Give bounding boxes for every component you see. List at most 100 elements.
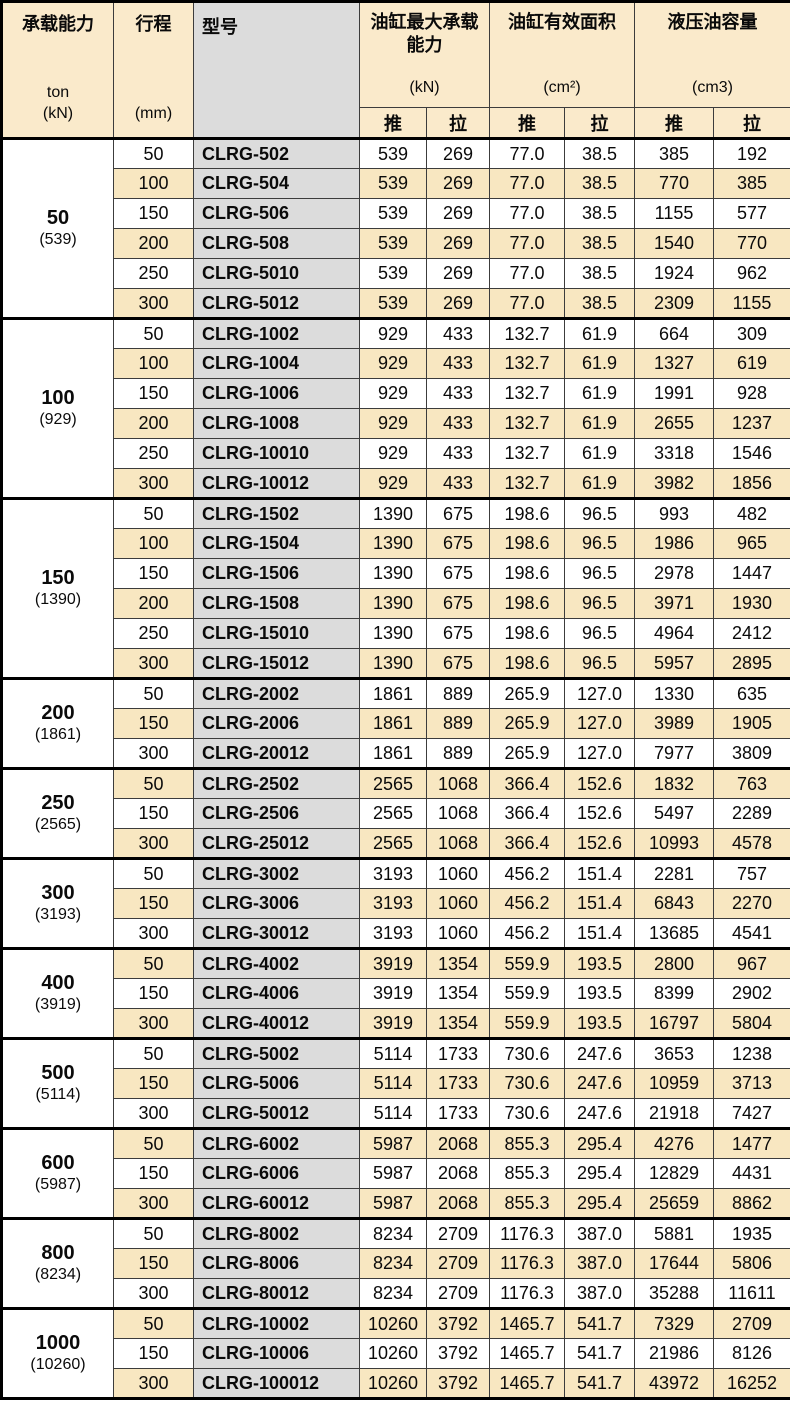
push-area-cell: 855.3 (489, 1188, 565, 1219)
pull-area-cell: 38.5 (564, 168, 635, 199)
pull-oil-cell: 2902 (713, 978, 790, 1009)
pull-area-cell: 96.5 (564, 618, 635, 649)
stroke-cell: 50 (113, 1307, 194, 1339)
stroke-cell: 150 (113, 198, 194, 229)
table-row: 250 CLRG-15010 1390 675 198.6 96.5 4964 2412 (2, 618, 790, 649)
pull-kn-cell: 675 (426, 497, 490, 529)
pull-area-cell: 152.6 (564, 767, 635, 799)
push-kn-cell: 3919 (359, 1008, 427, 1039)
table-row: 150 CLRG-10006 10260 3792 1465.7 541.7 21986 81… (2, 1338, 790, 1369)
pull-oil-cell: 1935 (713, 1217, 790, 1249)
model-cell: CLRG-2002 (193, 677, 360, 709)
stroke-cell: 50 (113, 767, 194, 799)
push-area-cell: 77.0 (489, 168, 565, 199)
model-cell: CLRG-5006 (193, 1068, 360, 1099)
pull-oil-cell: 619 (713, 348, 790, 379)
table-row: 200 CLRG-508 539 269 77.0 38.5 1540 770 (2, 228, 790, 259)
stroke-cell: 200 (113, 588, 194, 619)
model-cell: CLRG-1002 (193, 317, 360, 349)
pull-area-cell: 61.9 (564, 317, 635, 349)
model-cell: CLRG-4002 (193, 947, 360, 979)
pull-oil-cell: 192 (713, 137, 790, 169)
push-kn-cell: 929 (359, 408, 427, 439)
model-cell: CLRG-8006 (193, 1248, 360, 1279)
push-oil-cell: 993 (634, 497, 714, 529)
table-row: 600 (5987) 50 CLRG-6002 5987 2068 855.3 295.4 42… (1, 1127, 790, 1219)
capacity-cell: 150 (1390) (1, 497, 114, 679)
pull-area-cell: 151.4 (564, 918, 635, 949)
push-kn-cell: 539 (359, 288, 427, 319)
table-row: 300 CLRG-40012 3919 1354 559.9 193.5 16797 5804 (2, 1008, 790, 1039)
pull-oil-cell: 635 (713, 677, 790, 709)
pull-oil-cell: 8862 (713, 1188, 790, 1219)
pull-oil-cell: 1447 (713, 558, 790, 589)
push-oil-cell: 1155 (634, 198, 714, 229)
push-area-cell: 456.2 (489, 918, 565, 949)
push-oil-cell: 1991 (634, 378, 714, 409)
pull-oil-cell: 763 (713, 767, 790, 799)
push-kn-cell: 539 (359, 168, 427, 199)
push-area-cell: 198.6 (489, 588, 565, 619)
stroke-cell: 150 (113, 1158, 194, 1189)
model-cell: CLRG-2006 (193, 708, 360, 739)
pull-kn-cell: 3792 (426, 1368, 490, 1399)
model-cell: CLRG-1006 (193, 378, 360, 409)
push-oil-cell: 5957 (634, 648, 714, 679)
table-row: 100 CLRG-1004 929 433 132.7 61.9 1327 619 (2, 348, 790, 379)
header-group-max-load: 油缸最大承载能力 (kN) (359, 1, 490, 108)
push-area-cell: 366.4 (489, 767, 565, 799)
model-cell: CLRG-1502 (193, 497, 360, 529)
max-load-title: 油缸最大承载能力 (370, 12, 479, 55)
push-oil-cell: 1327 (634, 348, 714, 379)
table-row: 150 CLRG-2006 1861 889 265.9 127.0 3989 1905 (2, 708, 790, 739)
pull-kn-cell: 1068 (426, 828, 490, 859)
pull-oil-cell: 2895 (713, 648, 790, 679)
pull-area-cell: 61.9 (564, 468, 635, 499)
push-area-cell: 132.7 (489, 468, 565, 499)
pull-kn-cell: 433 (426, 317, 490, 349)
pull-kn-cell: 889 (426, 738, 490, 769)
push-area-cell: 132.7 (489, 438, 565, 469)
pull-oil-cell: 1237 (713, 408, 790, 439)
stroke-cell: 300 (113, 1188, 194, 1219)
capacity-ton-value: 200 (41, 702, 75, 725)
capacity-cell: 250 (2565) (1, 767, 114, 859)
capacity-ton-value: 400 (41, 972, 75, 995)
pull-kn-cell: 1060 (426, 857, 490, 889)
push-kn-cell: 2565 (359, 798, 427, 829)
push-area-cell: 265.9 (489, 708, 565, 739)
capacity-kn-value: (5114) (35, 1086, 81, 1104)
push-area-cell: 1465.7 (489, 1338, 565, 1369)
push-oil-cell: 3982 (634, 468, 714, 499)
stroke-cell: 50 (113, 1127, 194, 1159)
push-oil-cell: 2978 (634, 558, 714, 589)
push-kn-cell: 8234 (359, 1248, 427, 1279)
push-kn-cell: 929 (359, 438, 427, 469)
pull-kn-cell: 1060 (426, 918, 490, 949)
pull-header-oil: 拉 (713, 107, 790, 139)
stroke-cell: 200 (113, 228, 194, 259)
pull-oil-cell: 757 (713, 857, 790, 889)
push-area-cell: 77.0 (489, 228, 565, 259)
push-area-cell: 559.9 (489, 947, 565, 979)
push-kn-cell: 5114 (359, 1098, 427, 1129)
stroke-cell: 250 (113, 438, 194, 469)
capacity-cell: 100 (929) (1, 317, 114, 499)
push-kn-cell: 5987 (359, 1188, 427, 1219)
stroke-cell: 50 (113, 497, 194, 529)
capacity-ton-value: 50 (46, 207, 70, 230)
push-area-cell: 366.4 (489, 828, 565, 859)
pull-header-kn: 拉 (426, 107, 490, 139)
push-oil-cell: 2800 (634, 947, 714, 979)
push-oil-cell: 2281 (634, 857, 714, 889)
table-row: 150 CLRG-6006 5987 2068 855.3 295.4 12829 4431 (2, 1158, 790, 1189)
model-cell: CLRG-10010 (193, 438, 360, 469)
pull-area-cell: 96.5 (564, 558, 635, 589)
pull-oil-cell: 2289 (713, 798, 790, 829)
table-row: 100 CLRG-1504 1390 675 198.6 96.5 1986 965 (2, 528, 790, 559)
push-oil-cell: 770 (634, 168, 714, 199)
pull-oil-cell: 1546 (713, 438, 790, 469)
push-kn-cell: 5987 (359, 1127, 427, 1159)
push-kn-cell: 539 (359, 228, 427, 259)
push-kn-cell: 929 (359, 317, 427, 349)
